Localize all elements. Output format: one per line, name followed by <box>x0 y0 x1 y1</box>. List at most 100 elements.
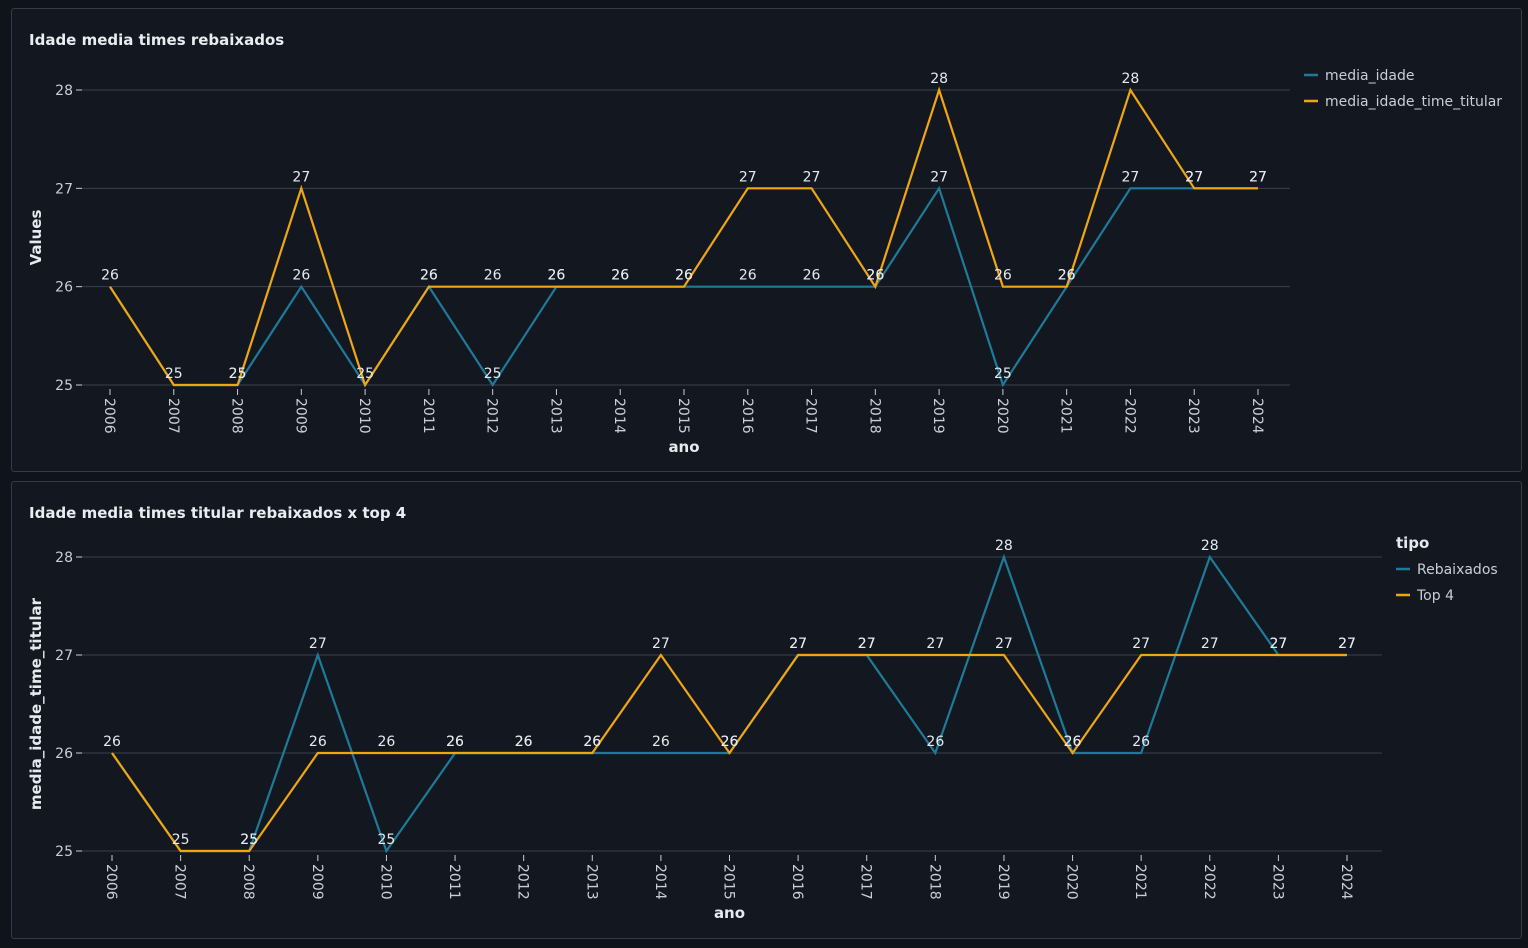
data-label: 26 <box>611 268 629 284</box>
data-label: 27 <box>1122 169 1140 185</box>
data-label: 26 <box>515 734 533 750</box>
data-label: 27 <box>652 636 670 652</box>
data-label: 26 <box>611 268 629 284</box>
x-tick-label: 2019 <box>995 864 1011 900</box>
data-label: 26 <box>101 268 119 284</box>
chart-panel-2: Idade media times titular rebaixados x t… <box>11 481 1522 939</box>
y-tick-label: 25 <box>55 844 73 860</box>
legend-entry: media_idade_time_titular <box>1325 94 1502 110</box>
x-tick-label: 2022 <box>1201 864 1217 900</box>
data-label: 25 <box>229 366 247 382</box>
x-tick-label: 2007 <box>172 864 188 900</box>
data-label: 26 <box>652 734 670 750</box>
data-label: 26 <box>1132 734 1150 750</box>
data-label: 26 <box>1064 734 1082 750</box>
y-tick-label: 28 <box>55 83 73 99</box>
y-tick-label: 26 <box>55 280 73 296</box>
y-axis-title: media_idade_time_titular <box>27 597 45 810</box>
chart-title: Idade media times rebaixados <box>29 31 285 49</box>
y-axis-title: Values <box>27 210 45 266</box>
x-tick-label: 2016 <box>739 398 755 434</box>
x-tick-label: 2013 <box>583 864 599 900</box>
x-tick-label: 2008 <box>229 398 245 434</box>
x-tick-label: 2018 <box>926 864 942 900</box>
data-label: 27 <box>1269 636 1287 652</box>
data-label: 26 <box>515 734 533 750</box>
x-tick-label: 2011 <box>420 398 436 434</box>
data-label: 25 <box>165 366 183 382</box>
data-label: 26 <box>675 268 693 284</box>
data-label: 26 <box>803 268 821 284</box>
chart-panel-1: Idade media times rebaixados 25 26 27 28 200… <box>11 8 1522 472</box>
data-label: 26 <box>866 268 884 284</box>
series-line-rebaixados <box>111 553 1347 854</box>
x-tick-label: 2019 <box>930 398 946 434</box>
x-tick-label: 2012 <box>484 398 500 434</box>
series-line-top-4 <box>111 653 1347 853</box>
y-tick-label: 26 <box>55 746 73 762</box>
x-tick-label: 2014 <box>611 398 627 434</box>
legend-entry: Top 4 <box>1416 588 1454 604</box>
data-label: 26 <box>675 268 693 284</box>
data-label: 27 <box>1185 169 1203 185</box>
legend-entry: media_idade <box>1325 68 1414 84</box>
x-tick-label: 2006 <box>103 864 119 900</box>
data-label: 27 <box>803 169 821 185</box>
data-label: 26 <box>103 734 121 750</box>
data-label: 26 <box>484 268 502 284</box>
data-label: 27 <box>1338 636 1356 652</box>
data-label: 25 <box>229 366 247 382</box>
x-tick-label: 2010 <box>377 864 393 900</box>
data-label: 28 <box>930 71 948 87</box>
x-tick-label: 2023 <box>1269 864 1285 900</box>
data-label: 26 <box>548 268 566 284</box>
data-label: 25 <box>356 366 374 382</box>
data-label: 27 <box>292 169 310 185</box>
x-tick-label: 2015 <box>721 864 737 900</box>
x-tick-label: 2022 <box>1121 398 1137 434</box>
data-label: 26 <box>721 734 739 750</box>
x-tick-label: 2014 <box>652 864 668 900</box>
data-label: 28 <box>995 538 1013 554</box>
data-label: 25 <box>172 832 190 848</box>
data-label: 25 <box>240 832 258 848</box>
x-axis-title: ano <box>714 904 745 922</box>
x-tick-label: 2015 <box>675 398 691 434</box>
data-label: 27 <box>995 636 1013 652</box>
data-label: 27 <box>930 169 948 185</box>
x-tick-label: 2016 <box>789 864 805 900</box>
x-tick-label: 2021 <box>1058 398 1074 434</box>
data-label: 28 <box>1201 538 1219 554</box>
data-label: 27 <box>1249 169 1267 185</box>
data-label: 28 <box>1122 71 1140 87</box>
data-label: 27 <box>926 636 944 652</box>
data-label: 27 <box>858 636 876 652</box>
data-label: 26 <box>1064 734 1082 750</box>
data-label: 27 <box>309 636 327 652</box>
data-label: 26 <box>926 734 944 750</box>
data-label: 25 <box>240 832 258 848</box>
x-tick-label: 2018 <box>866 398 882 434</box>
line-chart-1: 25 26 27 28 2006 2007 2008 2009 2010 2011 2012 2013… <box>27 68 1502 456</box>
data-label: 25 <box>484 366 502 382</box>
legend-entry: Rebaixados <box>1417 562 1498 578</box>
data-label: 26 <box>446 734 464 750</box>
data-label: 25 <box>378 832 396 848</box>
legend-title: tipo <box>1396 534 1429 552</box>
data-label: 26 <box>378 734 396 750</box>
data-label: 26 <box>583 734 601 750</box>
data-label: 26 <box>548 268 566 284</box>
data-label: 27 <box>1185 169 1203 185</box>
x-tick-label: 2017 <box>858 864 874 900</box>
data-label: 26 <box>994 268 1012 284</box>
data-label: 25 <box>994 366 1012 382</box>
data-label: 26 <box>446 734 464 750</box>
data-label: 26 <box>739 268 757 284</box>
y-tick-label: 27 <box>55 648 73 664</box>
y-tick-label: 25 <box>55 378 73 394</box>
x-tick-label: 2013 <box>547 398 563 434</box>
data-label: 27 <box>739 169 757 185</box>
data-label: 27 <box>1338 636 1356 652</box>
x-tick-label: 2009 <box>309 864 325 900</box>
x-tick-label: 2023 <box>1185 398 1201 434</box>
